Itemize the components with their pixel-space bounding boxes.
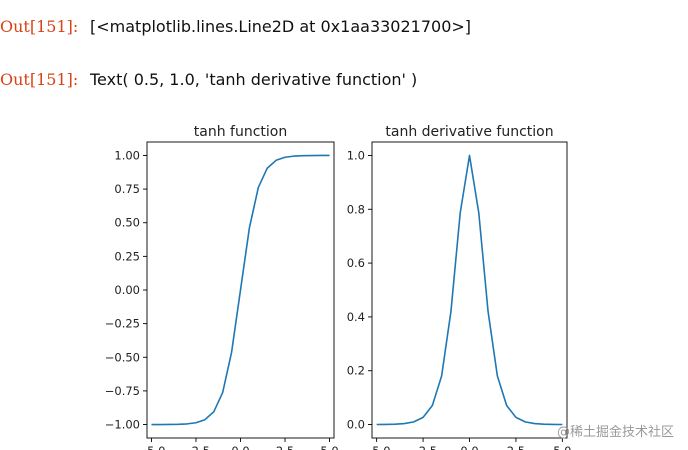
x-tick-label: 2.5 <box>507 444 525 450</box>
output-text: [<matplotlib.lines.Line2D at 0x1aa330217… <box>90 16 472 36</box>
y-tick-label: −0.75 <box>105 384 140 398</box>
output-prompt: Out[151]: <box>0 16 79 36</box>
output-prompt: Out[151]: <box>0 69 79 89</box>
x-tick-label: −5.0 <box>363 444 391 450</box>
y-tick-label: 0.50 <box>114 216 140 230</box>
chart-title: tanh function <box>194 124 287 140</box>
y-tick-label: −0.50 <box>105 350 140 364</box>
y-tick-label: 0.0 <box>347 418 365 432</box>
y-tick-label: 0.6 <box>347 256 365 270</box>
x-tick-label: 0.0 <box>460 444 478 450</box>
x-tick-label: 5.0 <box>553 444 571 450</box>
y-tick-label: 0.4 <box>347 310 365 324</box>
y-tick-label: 0.2 <box>347 364 365 378</box>
output-text: Text( 0.5, 1.0, 'tanh derivative functio… <box>90 69 418 89</box>
chart-title: tanh derivative function <box>385 124 553 140</box>
x-tick-label: −2.5 <box>409 444 437 450</box>
y-tick-label: 0.25 <box>114 249 140 263</box>
y-tick-label: 0.75 <box>114 182 140 196</box>
x-tick-label: −2.5 <box>182 444 210 450</box>
axes-frame <box>371 141 568 439</box>
y-tick-label: 0.00 <box>114 283 140 297</box>
series-line <box>151 154 330 426</box>
y-tick-label: −0.25 <box>105 317 140 331</box>
x-tick-label: 5.0 <box>320 444 338 450</box>
watermark-text: @稀土掘金技术社区 <box>556 425 674 440</box>
y-tick-label: 1.00 <box>114 148 140 162</box>
y-tick-label: 1.0 <box>347 148 365 162</box>
y-tick-label: 0.8 <box>347 202 365 216</box>
x-tick-label: 0.0 <box>231 444 249 450</box>
x-tick-label: −5.0 <box>137 444 165 450</box>
matplotlib-figure: tanh function −5.0 −2.5 0.0 2.5 5.0 −1.00 −0.75… <box>105 124 572 450</box>
y-tick-label: −1.00 <box>105 418 140 432</box>
series-line <box>376 154 563 426</box>
x-tick-label: 2.5 <box>276 444 294 450</box>
